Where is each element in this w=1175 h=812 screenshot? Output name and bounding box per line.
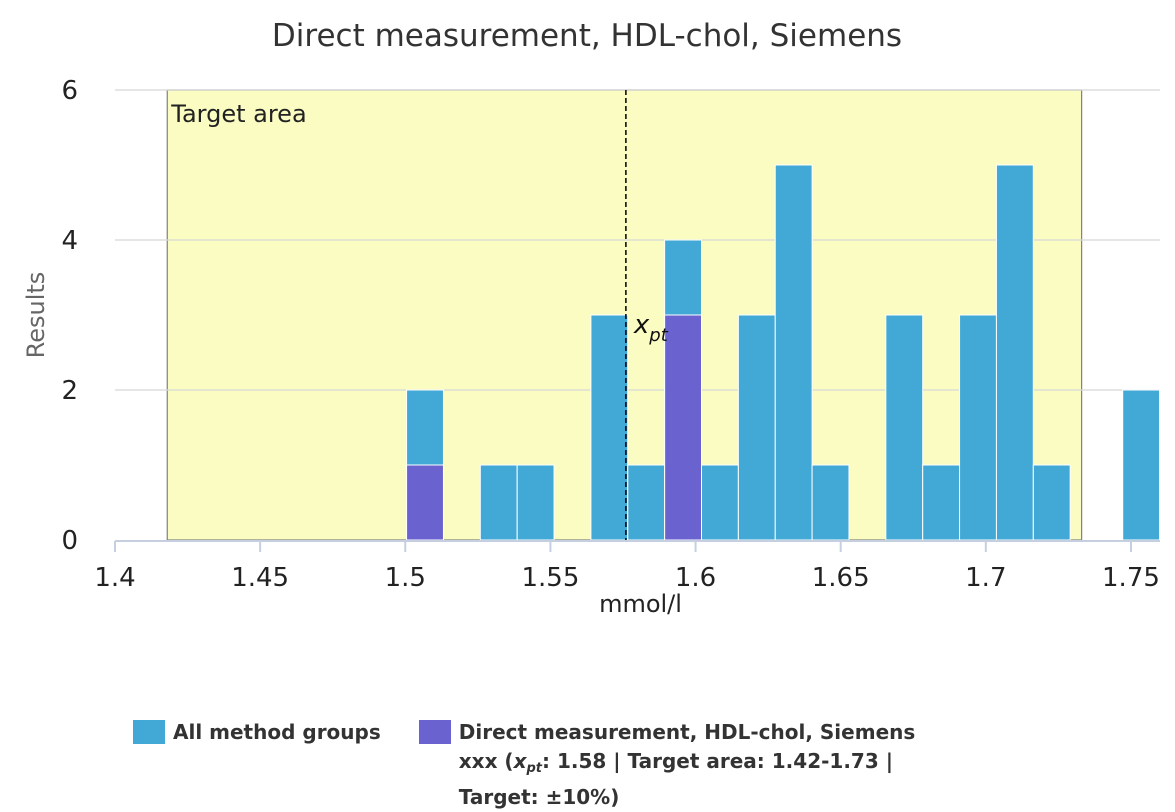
bar-all-method-groups	[590, 314, 629, 541]
x-tick-label: 1.5	[385, 563, 426, 593]
bar-all-method-groups	[922, 464, 961, 541]
legend-item-direct-measurement[interactable]: Direct measurement, HDL-chol, Siemens xx…	[418, 718, 916, 812]
bar-direct-measurement	[664, 314, 703, 541]
bar-direct-measurement	[406, 464, 444, 541]
legend-line-2-end: : 1.58 | Target area: 1.42-1.73 |	[542, 749, 894, 773]
bar-all-method-groups	[959, 314, 997, 541]
bar-all-method-groups	[1032, 464, 1071, 541]
legend-line-1: Direct measurement, HDL-chol, Siemens	[458, 720, 916, 744]
legend-swatch-all-method-groups	[133, 720, 165, 744]
x-axis-title: mmol/l	[599, 590, 682, 618]
bar-all-method-groups	[774, 164, 813, 541]
x-tick-label: 1.4	[94, 563, 135, 593]
x-tick-label: 1.45	[231, 563, 289, 593]
legend-line-3: Target: ±10%)	[458, 785, 620, 809]
x-tick-label: 1.55	[521, 563, 579, 593]
y-tick-label: 6	[61, 76, 78, 106]
bar-all-method-groups	[811, 464, 850, 541]
legend-item-all-method-groups[interactable]: All method groups	[133, 718, 381, 812]
x-tick-label: 1.7	[965, 563, 1006, 593]
legend-xpt-subscript: pt	[526, 761, 543, 776]
legend: All method groups Direct measurement, HD…	[133, 718, 915, 812]
y-axis-title: Results	[22, 272, 50, 359]
bar-all-method-groups	[479, 464, 518, 541]
x-tick-label: 1.65	[812, 563, 870, 593]
chart-title: Direct measurement, HDL-chol, Siemens	[272, 18, 902, 54]
y-tick-label: 4	[61, 226, 78, 256]
bar-all-method-groups	[1122, 389, 1161, 541]
x-tick-label: 1.75	[1102, 563, 1160, 593]
bar-all-method-groups	[516, 464, 555, 541]
bar-all-method-groups	[701, 464, 739, 541]
legend-label-all-method-groups: All method groups	[173, 720, 381, 744]
bar-all-method-groups	[627, 464, 666, 541]
legend-swatch-direct-measurement	[418, 720, 451, 744]
legend-label-direct-measurement: Direct measurement, HDL-chol, Siemens xx…	[459, 718, 916, 812]
legend-line-2-start: xxx (	[458, 749, 514, 773]
y-tick-label: 2	[61, 376, 78, 406]
bar-all-method-groups	[885, 314, 924, 541]
bar-all-method-groups	[737, 314, 776, 541]
legend-xpt-symbol: x	[513, 749, 527, 773]
x-tick-label: 1.6	[675, 563, 716, 593]
y-tick-label: 0	[61, 526, 78, 556]
target-area-label: Target area	[170, 100, 306, 128]
bar-all-method-groups	[995, 164, 1034, 541]
